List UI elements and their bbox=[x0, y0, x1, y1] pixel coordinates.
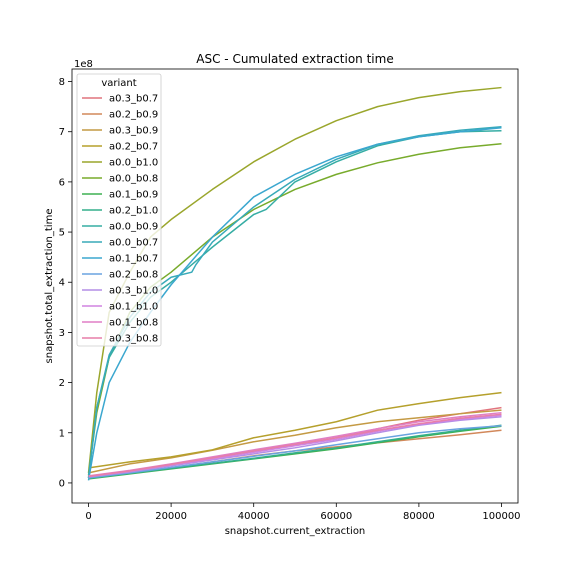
series-line-a0.3_b0.9 bbox=[88, 409, 502, 474]
y-tick-label: 2 bbox=[59, 378, 65, 389]
x-tick-label: 60000 bbox=[320, 511, 352, 522]
series-line-a0.3_b1.0 bbox=[88, 415, 502, 478]
x-tick-label: 20000 bbox=[155, 511, 187, 522]
series-line-a0.2_b0.7 bbox=[88, 391, 502, 469]
legend-entry: a0.1_b1.0 bbox=[109, 302, 158, 313]
legend-entry: a0.0_b0.9 bbox=[109, 222, 158, 233]
x-tick-label: 80000 bbox=[403, 511, 435, 522]
legend-entry: a0.1_b0.8 bbox=[109, 318, 158, 329]
x-tick-label: 0 bbox=[85, 511, 91, 522]
legend-entry: a0.2_b1.0 bbox=[109, 206, 158, 217]
x-tick-label: 100000 bbox=[482, 511, 520, 522]
plot-frame bbox=[71, 68, 519, 504]
legend-entry: a0.2_b0.9 bbox=[109, 110, 158, 121]
legend-box bbox=[76, 73, 162, 347]
y-axis-multiplier: 1e8 bbox=[74, 59, 93, 70]
x-tick-label: 40000 bbox=[238, 511, 270, 522]
y-tick-label: 8 bbox=[59, 77, 65, 88]
legend-entry: a0.3_b0.8 bbox=[109, 334, 158, 345]
series-line-a0.2_b1.0 bbox=[88, 424, 502, 480]
chart-title: ASC - Cumulated extraction time bbox=[196, 52, 393, 66]
legend-entry: a0.1_b0.9 bbox=[109, 190, 158, 201]
legend-items: a0.3_b0.7 a0.2_b0.9 a0.3_b0.9 a0.2_b0.7 a0.0… bbox=[82, 94, 158, 345]
y-tick-label: 6 bbox=[59, 177, 65, 188]
y-axis: 0 1 2 3 4 5 6 7 8 bbox=[59, 77, 72, 489]
y-axis-label: snapshot.total_extraction_time bbox=[44, 209, 55, 364]
series-line-a0.1_b0.7 bbox=[87, 126, 502, 481]
series-line-a0.2_b0.8 bbox=[88, 424, 502, 479]
legend-entry: a0.2_b0.8 bbox=[109, 270, 158, 281]
y-tick-label: 7 bbox=[59, 127, 65, 138]
legend: variant a0.3_b0.7 a0.2_b0.9 a0.3_b0.9 a0.2_… bbox=[76, 73, 162, 347]
legend-entry: a0.3_b0.7 bbox=[109, 94, 158, 105]
legend-entry: a0.2_b0.7 bbox=[109, 142, 158, 153]
legend-entry: a0.0_b0.8 bbox=[109, 174, 158, 185]
y-tick-label: 1 bbox=[59, 428, 65, 439]
y-tick-label: 4 bbox=[59, 278, 65, 289]
y-tick-label: 3 bbox=[59, 328, 65, 339]
y-tick-label: 5 bbox=[59, 228, 65, 239]
legend-entry: a0.0_b1.0 bbox=[109, 158, 158, 169]
x-axis: 0 20000 40000 60000 80000 100000 bbox=[85, 503, 521, 522]
x-axis-label: snapshot.current_extraction bbox=[225, 526, 366, 537]
y-tick-label: 0 bbox=[59, 478, 65, 489]
series-line-a0.3_b0.8 bbox=[88, 413, 502, 478]
legend-entry: a0.1_b0.7 bbox=[109, 254, 158, 265]
legend-entry: a0.3_b1.0 bbox=[109, 286, 158, 297]
legend-entry: a0.0_b0.7 bbox=[109, 238, 158, 249]
legend-title: variant bbox=[101, 78, 136, 89]
legend-entry: a0.3_b0.9 bbox=[109, 126, 158, 137]
